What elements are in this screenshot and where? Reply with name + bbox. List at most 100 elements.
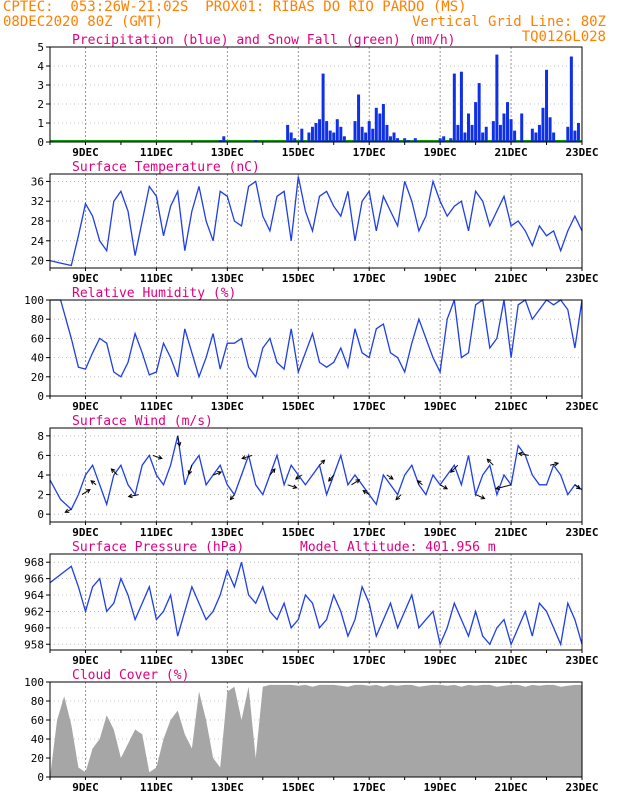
wind-arrow — [417, 480, 423, 486]
precip-bar — [328, 130, 332, 142]
precip-bar — [449, 138, 453, 142]
wind-arrow — [549, 462, 559, 466]
cloud-xtick-label: 13DEC — [211, 781, 244, 794]
precip-bar — [463, 132, 467, 142]
precip-bar — [218, 140, 222, 142]
header-model-id: TQ0126L028 — [521, 29, 606, 45]
wind-arrow — [362, 490, 370, 495]
cloud-chart: 0 20 40 60 80 100 9DEC 11DEC 13DEC 15DEC 17DEC 19DE… — [24, 668, 598, 794]
pres-xtick-label: 17DEC — [353, 654, 386, 667]
pres-xtick-label: 13DEC — [211, 654, 244, 667]
wind-arrow-head — [110, 468, 116, 473]
precip-bar — [388, 136, 392, 142]
precip-bar — [452, 73, 456, 142]
precip-chart: 0 1 2 3 4 5 9DEC 11DEC 13DEC 15DEC 17DEC 19DEC 21DEC… — [37, 33, 598, 159]
wind-arrow-head — [229, 495, 235, 501]
precip-bar — [357, 94, 361, 142]
cloud-xtick-label: 19DEC — [424, 781, 457, 794]
cloud-xtick-label: 11DEC — [140, 781, 173, 794]
temp-ytick-label: 32 — [31, 195, 44, 208]
wind-arrow — [574, 484, 581, 490]
rh-title: Relative Humidity (%) — [72, 286, 236, 301]
pres-ytick-label: 964 — [24, 589, 44, 602]
cloud-xtick-label: 9DEC — [72, 781, 99, 794]
precip-bar — [293, 138, 297, 142]
precip-frame — [49, 46, 583, 143]
rh-frame — [49, 299, 583, 397]
wind-ytick-label: 8 — [37, 430, 44, 443]
temp-xtick-label: 17DEC — [353, 272, 386, 285]
precip-xtick-label: 17DEC — [353, 146, 386, 159]
temp-ytick-label: 28 — [31, 215, 44, 228]
pres-frame — [49, 553, 583, 651]
wind-title: Surface Wind (m/s) — [72, 414, 213, 429]
cloud-ytick-label: 0 — [37, 771, 44, 784]
temp-chart: 20 24 28 32 36 9DEC 11DEC 13DEC 15DEC 17DEC 19DEC 2… — [31, 160, 599, 285]
pres-ytick-label: 968 — [24, 556, 44, 569]
wind-arrow — [518, 452, 529, 456]
wind-arrow-head — [480, 495, 486, 500]
precip-bar — [222, 136, 226, 142]
precip-bar — [374, 107, 378, 142]
wind-arrow — [319, 459, 325, 466]
wind-arrow-head — [388, 475, 394, 480]
precip-bar — [307, 132, 311, 142]
wind-arrow-head — [450, 468, 455, 473]
wind-arrow — [242, 454, 253, 459]
wind-xtick-label: 19DEC — [424, 526, 457, 539]
wind-arrow-head — [90, 480, 96, 485]
precip-bar — [573, 130, 577, 142]
wind-arrow — [212, 471, 222, 476]
temp-ytick-label: 24 — [31, 235, 45, 248]
wind-arrow-head — [270, 468, 276, 474]
pres-ytick-label: 962 — [24, 605, 44, 618]
wind-arrow-head — [176, 441, 182, 447]
rh-xtick-label: 23DEC — [565, 400, 598, 413]
rh-xtick-label: 15DEC — [282, 400, 315, 413]
precip-xtick-label: 21DEC — [495, 146, 528, 159]
precip-bar — [332, 132, 336, 142]
precip-bar — [286, 124, 290, 142]
precip-bar — [353, 121, 357, 142]
pres-xtick-label: 15DEC — [282, 654, 315, 667]
wind-arrow-head — [495, 485, 501, 491]
precip-bar — [481, 132, 485, 142]
pres-xtick-label: 19DEC — [424, 654, 457, 667]
wind-arrow-head — [217, 470, 223, 476]
precip-bar — [502, 113, 506, 142]
wind-arrow — [177, 435, 181, 446]
precip-bar — [396, 138, 400, 142]
wind-xtick-label: 11DEC — [140, 526, 173, 539]
rh-ytick-label: 0 — [37, 390, 44, 403]
precip-xtick-label: 13DEC — [211, 146, 244, 159]
pres-xtick-label: 23DEC — [565, 654, 598, 667]
temp-xtick-label: 21DEC — [495, 272, 528, 285]
precip-bar — [342, 136, 346, 142]
precip-bar — [477, 83, 481, 142]
cloud-frame — [49, 681, 583, 778]
precip-bar — [314, 123, 318, 142]
precip-bar — [491, 121, 495, 142]
precip-bar — [403, 138, 407, 142]
pres-xtick-label: 11DEC — [140, 654, 173, 667]
rh-ytick-label: 80 — [31, 313, 44, 326]
pres-title: Surface Pressure (hPa) — [72, 540, 244, 555]
cloud-ytick-label: 20 — [31, 752, 44, 765]
rh-xtick-label: 19DEC — [424, 400, 457, 413]
precip-bar — [325, 121, 329, 142]
rh-ytick-label: 60 — [31, 332, 44, 345]
precip-bar — [321, 73, 325, 142]
precip-bar — [310, 126, 314, 142]
precip-xtick-label: 23DEC — [565, 146, 598, 159]
precip-bar — [520, 113, 524, 142]
wind-arrow-head — [320, 459, 326, 465]
precip-bar — [506, 102, 510, 142]
precip-title: Precipitation (blue) and Snow Fall (gree… — [72, 33, 456, 48]
precip-ytick-label: 4 — [37, 60, 44, 73]
precip-xtick-label: 9DEC — [72, 146, 99, 159]
precip-bar — [566, 126, 570, 142]
rh-xtick-label: 13DEC — [211, 400, 244, 413]
wind-arrow-head — [486, 458, 492, 464]
wind-arrow — [439, 484, 448, 490]
